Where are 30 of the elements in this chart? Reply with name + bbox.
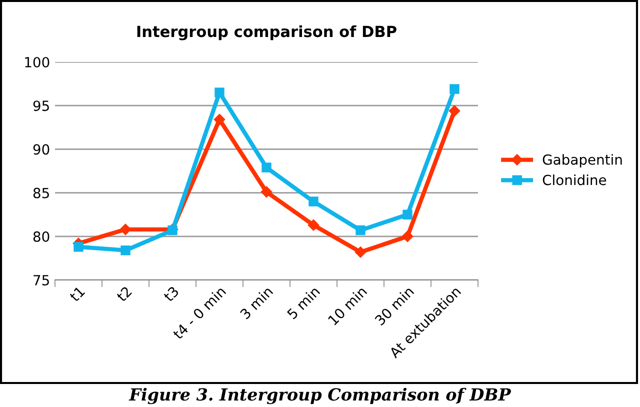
point <box>262 162 272 172</box>
x-tick-label: 5 min <box>286 286 320 320</box>
point <box>308 196 318 206</box>
point <box>448 105 460 116</box>
x-tick-label: t1 <box>68 286 86 302</box>
y-tick-label: 90 <box>33 144 50 155</box>
y-tick-label: 95 <box>33 100 49 112</box>
y-tick-label: 100 <box>25 56 50 68</box>
x-tick-label: t3 <box>162 286 180 302</box>
point <box>120 245 130 256</box>
point <box>354 246 366 258</box>
point <box>260 186 272 198</box>
x-tick-label: t2 <box>116 286 132 302</box>
point <box>214 114 226 126</box>
x-tick-label: 10 min <box>327 286 368 326</box>
legend-label: Gabapentin <box>542 154 622 168</box>
point <box>402 210 412 220</box>
legend-label: Clonidine <box>542 174 606 186</box>
point <box>308 219 320 231</box>
y-tick-label: 75 <box>34 275 49 286</box>
chart-title: Intergroup comparison of DBP <box>137 25 396 40</box>
point <box>214 88 224 98</box>
point <box>402 230 414 242</box>
point <box>356 225 366 236</box>
caption: Figure 3. Intergroup Comparison of DBP <box>128 388 511 404</box>
y-tick-label: 85 <box>33 188 49 198</box>
point <box>74 242 84 252</box>
y-tick-label: 80 <box>33 231 50 242</box>
point <box>450 84 460 94</box>
x-tick-label: 3 min <box>239 286 274 320</box>
